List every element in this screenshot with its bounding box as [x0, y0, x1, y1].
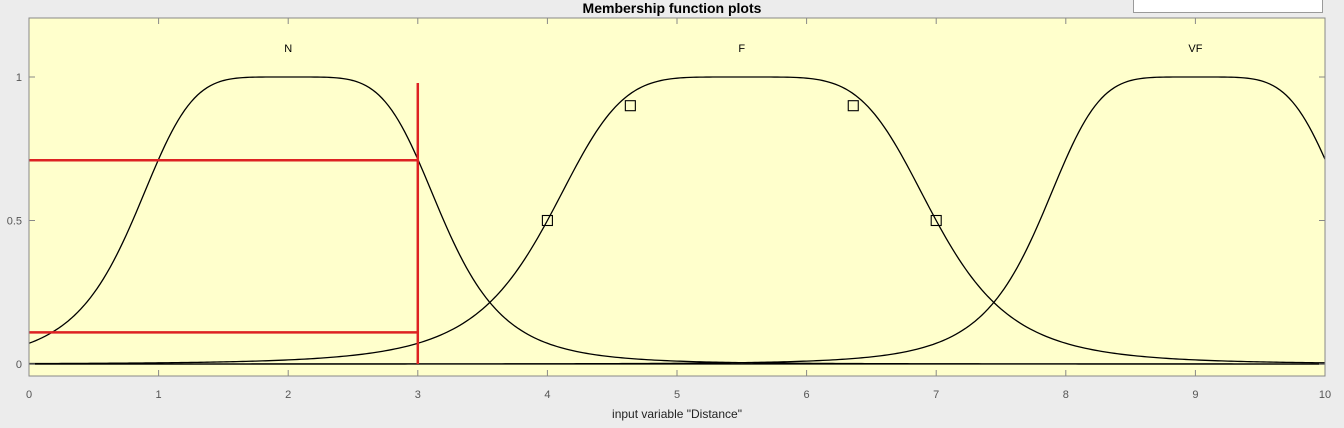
x-tick-label: 1 — [156, 389, 162, 401]
x-tick-label: 5 — [674, 389, 680, 401]
x-tick-label: 4 — [544, 389, 550, 401]
mf-label-f[interactable]: F — [738, 43, 745, 55]
y-tick-label: 0 — [16, 359, 22, 371]
x-tick-label: 10 — [1319, 389, 1331, 401]
x-tick-label: 2 — [285, 389, 291, 401]
x-tick-label: 3 — [415, 389, 421, 401]
selection-marker[interactable] — [541, 214, 553, 227]
mf-curve-vf[interactable] — [29, 76, 1326, 365]
range-input[interactable] — [1133, 0, 1323, 13]
chart-title: Membership function plots — [582, 0, 762, 16]
plot-background[interactable] — [29, 18, 1325, 376]
selection-marker[interactable] — [930, 214, 942, 227]
x-tick-label: 6 — [804, 389, 810, 401]
mf-curve-f[interactable] — [28, 76, 1326, 365]
x-axis-label: input variable "Distance" — [612, 407, 742, 421]
selection-marker[interactable] — [624, 100, 636, 112]
y-tick-label: 0.5 — [7, 216, 22, 228]
mf-label-n[interactable]: N — [284, 43, 292, 55]
x-tick-label: 8 — [1063, 389, 1069, 401]
x-tick-label: 7 — [933, 389, 939, 401]
y-tick-label: 1 — [16, 72, 22, 84]
mf-curve-n[interactable] — [28, 76, 1325, 365]
selection-marker[interactable] — [847, 100, 859, 112]
x-tick-label: 9 — [1192, 389, 1198, 401]
x-tick-label: 0 — [26, 389, 32, 401]
mf-label-vf[interactable]: VF — [1188, 43, 1202, 55]
